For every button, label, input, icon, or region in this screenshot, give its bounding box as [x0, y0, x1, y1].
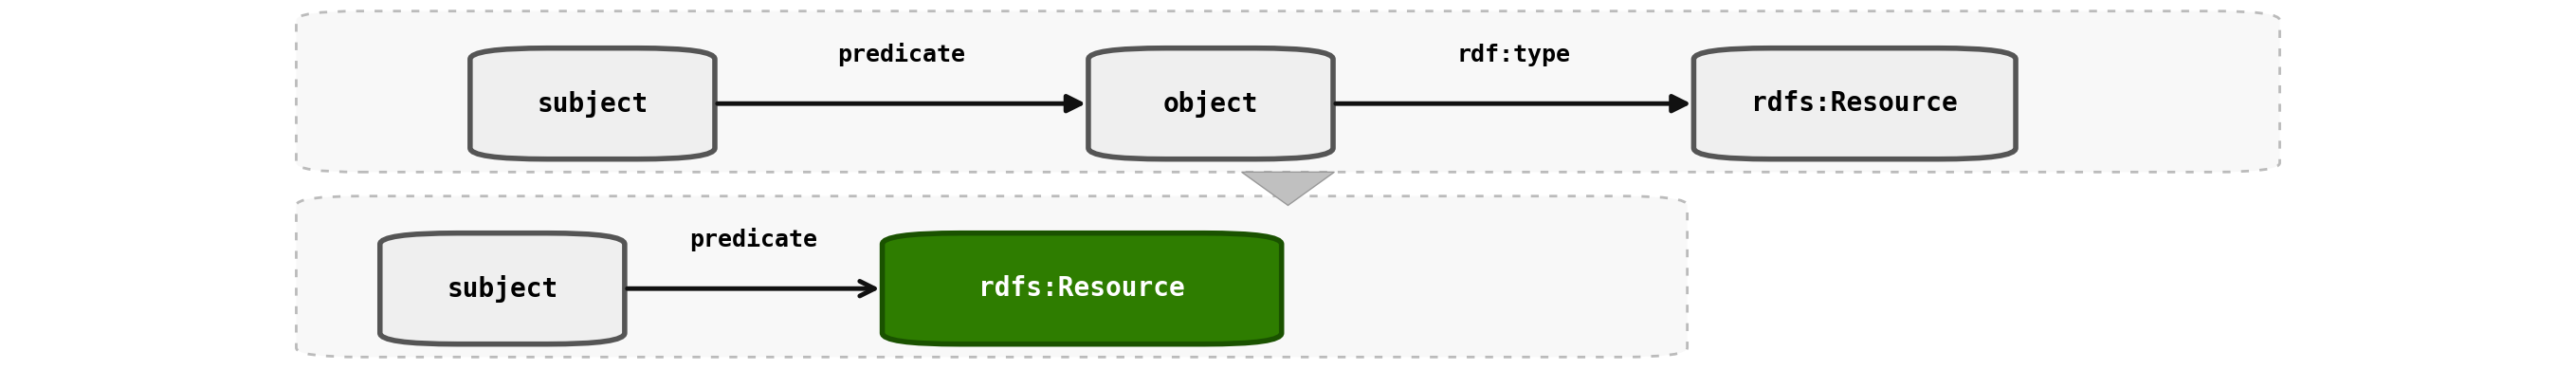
Text: rdfs:Resource: rdfs:Resource — [1752, 90, 1958, 117]
FancyBboxPatch shape — [296, 196, 1687, 357]
Text: subject: subject — [446, 275, 559, 302]
FancyBboxPatch shape — [881, 233, 1280, 344]
FancyBboxPatch shape — [1695, 48, 2014, 159]
Text: predicate: predicate — [690, 228, 817, 252]
Text: object: object — [1164, 90, 1257, 117]
FancyBboxPatch shape — [381, 233, 626, 344]
FancyBboxPatch shape — [469, 48, 714, 159]
Polygon shape — [1242, 172, 1334, 205]
Text: predicate: predicate — [837, 43, 966, 67]
Text: rdfs:Resource: rdfs:Resource — [979, 275, 1185, 302]
Text: rdf:type: rdf:type — [1455, 44, 1571, 67]
Text: subject: subject — [536, 90, 649, 117]
FancyBboxPatch shape — [1087, 48, 1334, 159]
FancyBboxPatch shape — [296, 11, 2280, 172]
